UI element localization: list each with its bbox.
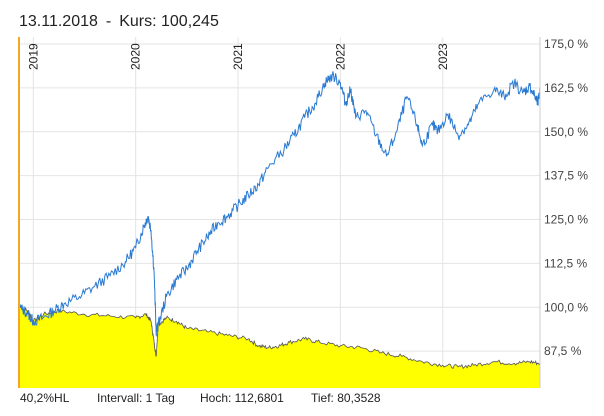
x-tick-label: 2021 — [231, 43, 245, 70]
y-tick-label: 100,0 % — [544, 300, 588, 314]
price-series-line — [19, 71, 541, 337]
footer-low: Tief: 80,3528 — [311, 391, 381, 405]
comparison-area-fill — [20, 307, 540, 388]
y-tick-label: 175,0 % — [544, 37, 588, 51]
y-tick-label: 125,0 % — [544, 213, 588, 227]
footer-interval: Intervall: 1 Tag — [97, 391, 175, 405]
y-tick-label: 162,5 % — [544, 81, 588, 95]
y-tick-label: 137,5 % — [544, 169, 588, 183]
chart-header: 13.11.2018- Kurs: 100,245 — [19, 13, 219, 31]
header-date: 13.11.2018 — [19, 13, 98, 30]
comparison-area-outline — [19, 306, 541, 370]
header-separator: - — [105, 13, 112, 30]
footer-high: Hoch: 112,6801 — [200, 391, 284, 405]
y-tick-label: 87,5 % — [544, 344, 582, 358]
x-tick-label: 2023 — [436, 43, 450, 70]
comparison-area — [19, 306, 541, 388]
y-tick-label: 150,0 % — [544, 125, 588, 139]
x-tick-label: 2020 — [129, 43, 143, 70]
axes: 87,5 % 100,0 % 112,5 % 125,0 % 137,5 % 150,0 … — [18, 37, 588, 388]
price-line — [19, 71, 541, 337]
price-chart[interactable]: 87,5 % 100,0 % 112,5 % 125,0 % 137,5 % 150,0 … — [0, 0, 604, 390]
x-tick-label: 2022 — [333, 43, 347, 70]
footer-range: 40,2%HL — [20, 391, 70, 405]
y-tick-label: 112,5 % — [544, 256, 587, 270]
x-tick-label: 2019 — [26, 43, 40, 70]
header-kurs: Kurs: 100,245 — [119, 13, 219, 30]
